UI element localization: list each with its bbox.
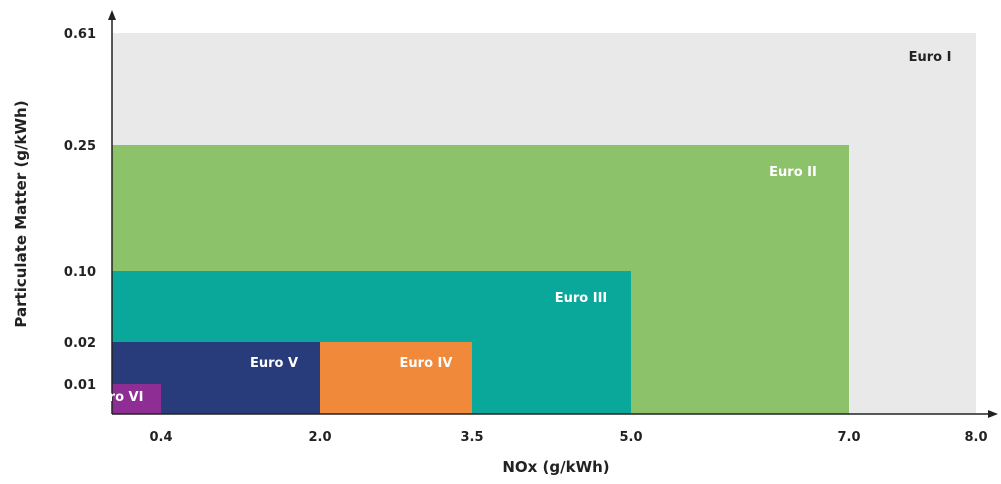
- y-axis-arrow: [108, 10, 116, 20]
- regions-layer: [112, 33, 976, 414]
- y-tick-label: 0.01: [64, 378, 96, 393]
- x-tick-label: 3.5: [460, 430, 483, 445]
- y-axis-title: Particulate Matter (g/kWh): [12, 100, 30, 327]
- x-tick-label: 7.0: [837, 430, 860, 445]
- x-tick-label: 0.4: [149, 430, 172, 445]
- x-axis-title: NOx (g/kWh): [502, 458, 609, 476]
- ticks-layer: 0.4 2.0 3.5 5.0 7.0 8.0 0.61 0.25 0.10 0.02 0.01: [64, 27, 988, 445]
- x-tick-label: 2.0: [308, 430, 331, 445]
- region-label-euro-i: Euro I: [909, 50, 952, 65]
- region-label-euro-v: Euro V: [250, 356, 298, 371]
- region-label-euro-vi: Euro VI: [91, 390, 144, 405]
- region-label-euro-ii: Euro II: [769, 165, 817, 180]
- x-tick-label: 8.0: [964, 430, 987, 445]
- x-tick-label: 5.0: [619, 430, 642, 445]
- x-axis-arrow: [988, 410, 998, 418]
- y-tick-label: 0.61: [64, 27, 96, 42]
- axes-layer: [108, 10, 998, 418]
- region-label-euro-iv: Euro IV: [400, 356, 453, 371]
- y-tick-label: 0.25: [64, 139, 96, 154]
- region-label-euro-iii: Euro III: [555, 291, 608, 306]
- region-labels-layer: Euro I Euro II Euro III Euro IV Euro V Euro V…: [91, 50, 952, 405]
- y-tick-label: 0.10: [64, 265, 96, 280]
- region-euro-vi: [112, 384, 161, 414]
- y-tick-label: 0.02: [64, 336, 96, 351]
- region-euro-iv: [320, 342, 472, 414]
